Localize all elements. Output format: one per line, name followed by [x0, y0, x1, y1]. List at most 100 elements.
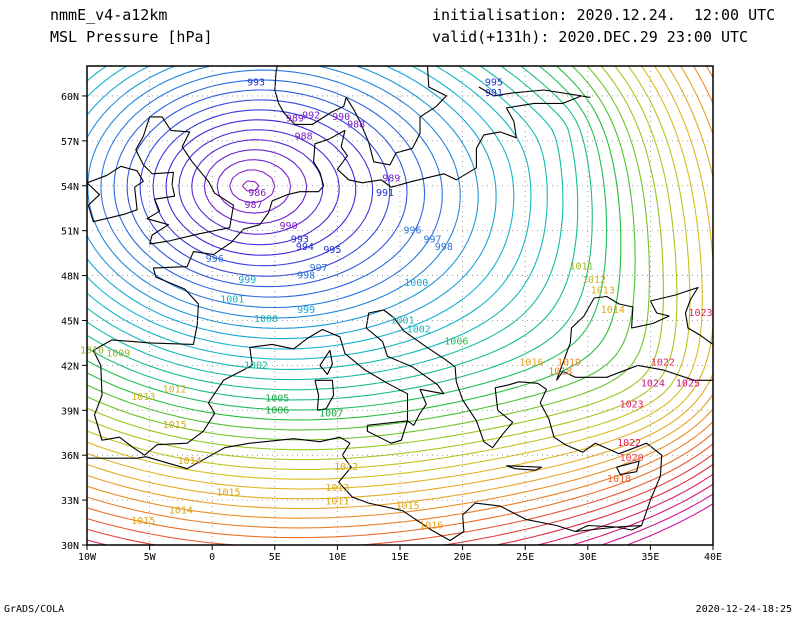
isobar-layer [87, 66, 713, 545]
isobar-1007 [87, 66, 622, 421]
coastline-3 [274, 66, 280, 104]
isobar-987 [216, 159, 292, 214]
coastline-2 [93, 95, 582, 351]
lat-tick-label: 48N [61, 272, 79, 283]
lon-tick-label: 15E [391, 552, 409, 563]
isobar-996 [100, 69, 443, 309]
contour-label: 1007 [319, 408, 343, 419]
isobar-1012 [87, 66, 691, 470]
grads-credit: GrADS/COLA [4, 604, 65, 615]
contour-label: 1006 [444, 336, 468, 347]
lon-tick-label: 10E [328, 552, 346, 563]
lon-tick-label: 5E [269, 552, 281, 563]
lon-tick-label: 0 [209, 552, 215, 563]
contour-label: 1015 [131, 516, 155, 527]
coastline-0 [92, 309, 663, 532]
lon-tick-label: 10W [78, 552, 97, 563]
contour-label: 995 [485, 77, 503, 88]
lat-tick-label: 36N [61, 451, 79, 462]
contour-label: 988 [295, 131, 313, 142]
contour-label: 1018 [607, 474, 631, 485]
contour-label: 1014 [178, 456, 202, 467]
coastline-layer [87, 66, 713, 542]
contour-label: 990 [280, 221, 298, 232]
contour-label: 993 [247, 77, 265, 88]
coastline-6 [135, 116, 235, 245]
contour-label: 993 [291, 235, 309, 246]
contour-label: 1016 [419, 521, 443, 532]
coastline-12 [616, 460, 640, 476]
isobar-988 [203, 149, 308, 225]
contour-label: 1025 [676, 378, 700, 389]
contour-label: 986 [248, 188, 266, 199]
coastline-4 [278, 66, 447, 166]
render-timestamp: 2020-12-24-18:25 [695, 604, 792, 615]
coastline-9 [319, 349, 333, 375]
field-title: MSL Pressure [hPa] [50, 28, 213, 46]
contour-label: 989 [286, 113, 304, 124]
contour-label: 1013 [131, 392, 155, 403]
isobar-1013 [87, 66, 703, 480]
contour-label: 996 [403, 226, 421, 237]
lon-tick-label: 35E [641, 552, 659, 563]
contour-label: 987 [244, 200, 262, 211]
contour-label: 1014 [169, 506, 193, 517]
contour-label: 1023 [688, 308, 712, 319]
lon-tick-label: 40E [704, 552, 722, 563]
lat-tick-label: 57N [61, 137, 79, 148]
isobar-1020 [87, 443, 713, 545]
lat-tick-label: 42N [61, 361, 79, 372]
isobar-1000 [87, 66, 515, 350]
isobar-985 [241, 180, 260, 192]
lon-tick-label: 30E [579, 552, 597, 563]
contour-label: 1001 [390, 315, 414, 326]
contour-label: 999 [238, 275, 256, 286]
contour-label: 991 [376, 188, 394, 199]
isobar-1008 [87, 66, 636, 431]
isobar-1001 [87, 66, 532, 360]
isobar-1003 [87, 66, 564, 381]
isobar-997 [87, 66, 461, 319]
contour-label: 1001 [220, 295, 244, 306]
isobar-1026 [625, 503, 713, 545]
contour-label: 1015 [395, 501, 419, 512]
coastline-7 [87, 165, 144, 223]
initialisation-time: initialisation: 2020.12.24. 12:00 UTC [432, 6, 776, 24]
contour-label: 1000 [404, 278, 428, 289]
isobar-993 [139, 99, 391, 277]
contour-label: 1010 [80, 345, 104, 356]
isobar-1005 [87, 66, 593, 401]
contour-label: 996 [206, 254, 224, 265]
contour-label: 1002 [244, 360, 268, 371]
contour-label: 998 [435, 242, 453, 253]
contour-label: 1018 [548, 366, 572, 377]
contour-label: 1002 [407, 324, 431, 335]
axis-ticks: 10W 5W 0 5E 10E 15E 20E 25E 30E 35E 40E 30N 33N 36N 39… [61, 92, 722, 563]
coastline-15 [575, 524, 642, 533]
isobar-1024 [569, 483, 713, 545]
contour-label: 992 [302, 110, 320, 121]
contour-label: 998 [297, 271, 315, 282]
isobar-986 [229, 169, 276, 204]
contour-label: 1013 [325, 483, 349, 494]
contour-label: 1016 [519, 357, 543, 368]
model-title: nmmE_v4-a12km [50, 6, 168, 24]
isobar-1017 [87, 66, 713, 519]
contour-label: 1022 [651, 357, 675, 368]
contour-label: 994 [296, 242, 314, 253]
contour-label: 997 [310, 263, 328, 274]
contour-label: 1005 [265, 393, 289, 404]
contour-label: 1012 [334, 462, 358, 473]
contour-label: 999 [297, 305, 315, 316]
contour-label: 995 [323, 245, 341, 256]
contour-label: 1014 [601, 305, 625, 316]
isobar-1025 [599, 493, 713, 545]
contour-label: 989 [382, 173, 400, 184]
contour-label: 988 [347, 119, 365, 130]
lat-tick-label: 45N [61, 316, 79, 327]
isobar-1015 [87, 66, 713, 500]
contour-label: 1006 [265, 405, 289, 416]
isobar-1019 [87, 432, 713, 539]
